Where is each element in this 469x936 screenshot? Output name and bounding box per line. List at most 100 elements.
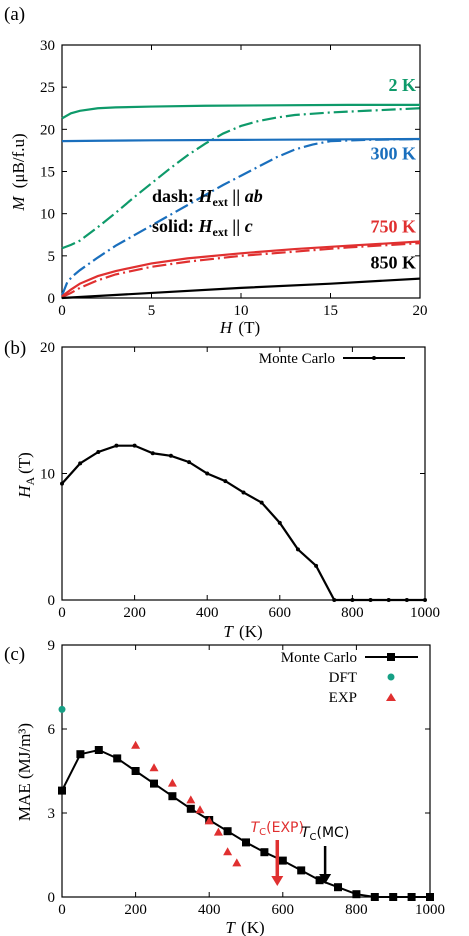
x-tick-label: 400: [198, 902, 221, 918]
data-point: [259, 500, 264, 505]
y-tick-label: 3: [48, 806, 56, 822]
data-point-monte-carlo: [113, 754, 122, 763]
panel-a-ylabel-unit: (μB/f.u): [9, 133, 28, 188]
panel-a-xlabel: H (T): [219, 318, 260, 337]
data-point-monte-carlo: [334, 883, 342, 892]
series-label-850k: 850 K: [370, 253, 416, 273]
panel-b-ylabel-symbol: H: [15, 484, 34, 499]
panel-c-xlabel-unit: (K): [241, 918, 265, 936]
x-tick-label: 15: [323, 303, 338, 319]
series-line-750k-solid: [61, 240, 421, 298]
panel-a-ticks: 0 5 10 15 20 0 5 10 15 20 25 30: [40, 38, 428, 319]
y-tick-label: 0: [48, 593, 56, 609]
annotation-tc-mc: TC(MC): [301, 825, 349, 843]
series-line-monte-carlo: [61, 748, 430, 898]
x-tick-label: 0: [58, 303, 66, 319]
y-tick-label: 15: [40, 165, 55, 181]
ann1-sub: ext: [213, 195, 228, 209]
panel-b: (b) 0 200 400 600 800 1000 0 10 20 Monte Carlo H…: [4, 338, 440, 641]
ann1-prefix: dash:: [152, 186, 199, 206]
data-point-exp: [204, 816, 214, 825]
data-point-exp: [186, 795, 196, 804]
series-line-300k-dash: [60, 137, 421, 296]
data-point-monte-carlo: [58, 786, 66, 795]
panel-b-ylabel-unit: (T): [15, 452, 34, 474]
data-point-monte-carlo: [76, 750, 85, 759]
data-point-monte-carlo: [223, 827, 232, 836]
panel-b-xlabel: T (K): [223, 622, 262, 641]
panel-a-label: (a): [4, 4, 25, 25]
data-point-monte-carlo: [168, 792, 177, 801]
panel-b-series: [60, 443, 427, 602]
panel-b-ylabel: HA (T): [15, 452, 37, 499]
panel-a-xlabel-symbol: H: [219, 318, 234, 337]
data-point: [350, 598, 355, 602]
panel-a-annotation-solid: solid: Hext || c: [152, 216, 253, 239]
x-tick-label: 200: [124, 902, 147, 918]
data-point: [423, 598, 427, 602]
data-point-exp: [223, 847, 233, 856]
x-tick-label: 20: [413, 303, 428, 319]
panel-a-ylabel: M (μB/f.u): [9, 133, 28, 211]
x-tick-label: 1000: [410, 605, 440, 621]
data-point-exp: [167, 778, 177, 787]
panel-a-series: [60, 103, 421, 300]
data-point-exp: [232, 858, 242, 867]
ann1-sym: H: [198, 186, 214, 206]
y-tick-label: 0: [48, 291, 56, 307]
panel-a-annotation-dash: dash: Hext || ab: [152, 186, 263, 209]
data-point-monte-carlo: [426, 893, 434, 901]
panel-c-frame: [61, 644, 431, 898]
x-tick-label: 800: [341, 605, 364, 621]
series-line-2k-solid: [61, 103, 420, 120]
data-point: [277, 520, 282, 525]
panel-c-annotations: TC(EXP)TC(MC): [251, 820, 349, 886]
data-point-exp: [149, 763, 159, 772]
data-point-monte-carlo: [297, 866, 306, 875]
y-tick-label: 9: [48, 638, 56, 654]
data-point-exp: [195, 805, 205, 814]
y-tick-label: 6: [48, 722, 56, 738]
data-point: [60, 481, 64, 486]
y-tick-label: 20: [40, 340, 55, 356]
data-point: [241, 490, 246, 495]
legend-exp-label: EXP: [329, 690, 357, 706]
panel-c-ticks: 0 200 400 600 800 1000 0 3 6 9: [48, 638, 446, 918]
data-point-monte-carlo: [131, 767, 140, 775]
data-point: [168, 453, 173, 458]
panel-c-xlabel: T (K): [225, 918, 264, 936]
panel-a-frame: [61, 44, 421, 299]
data-point: [295, 547, 300, 552]
data-point-monte-carlo: [260, 848, 269, 857]
panel-b-frame: [61, 346, 426, 601]
data-point-monte-carlo: [389, 893, 398, 901]
panel-a-xlabel-unit: (T): [238, 318, 260, 337]
data-point: [314, 563, 319, 568]
panel-c-label: (c): [4, 644, 25, 665]
annotation-tc-exp: TC(EXP): [251, 820, 304, 838]
series-line-850k-solid: [61, 277, 421, 300]
data-point: [150, 451, 155, 456]
data-point-monte-carlo: [407, 893, 416, 901]
y-tick-label: 5: [48, 249, 56, 265]
x-tick-label: 200: [123, 605, 146, 621]
legend-exp-marker: [386, 693, 396, 701]
x-tick-label: 5: [148, 303, 156, 319]
data-point: [114, 443, 119, 448]
data-point: [187, 460, 192, 465]
panel-b-xlabel-unit: (K): [239, 622, 263, 641]
series-label-2k: 2 K: [388, 75, 416, 95]
data-point-exp: [213, 827, 223, 836]
y-tick-label: 25: [40, 80, 55, 96]
data-point: [132, 443, 137, 448]
y-tick-label: 10: [40, 207, 55, 223]
x-tick-label: 600: [272, 902, 295, 918]
x-tick-label: 400: [196, 605, 219, 621]
panel-b-label: (b): [4, 338, 26, 359]
x-tick-label: 1000: [415, 902, 445, 918]
x-tick-label: 0: [58, 605, 66, 621]
annotation-arrow-head: [271, 876, 284, 886]
legend-dft-marker: [387, 673, 395, 681]
legend-dft-label: DFT: [329, 670, 357, 686]
